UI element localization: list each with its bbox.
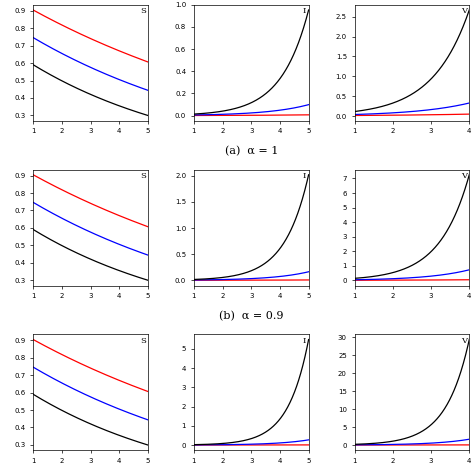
Text: S: S bbox=[140, 172, 146, 180]
Text: S: S bbox=[140, 337, 146, 345]
Text: V: V bbox=[461, 7, 467, 15]
Text: I: I bbox=[303, 7, 306, 15]
Text: (a)  α = 1: (a) α = 1 bbox=[225, 146, 278, 156]
Text: (b)  α = 0.9: (b) α = 0.9 bbox=[219, 311, 283, 321]
Text: V: V bbox=[461, 172, 467, 180]
Text: I: I bbox=[303, 172, 306, 180]
Text: I: I bbox=[303, 337, 306, 345]
Text: V: V bbox=[461, 337, 467, 345]
Text: S: S bbox=[140, 7, 146, 15]
